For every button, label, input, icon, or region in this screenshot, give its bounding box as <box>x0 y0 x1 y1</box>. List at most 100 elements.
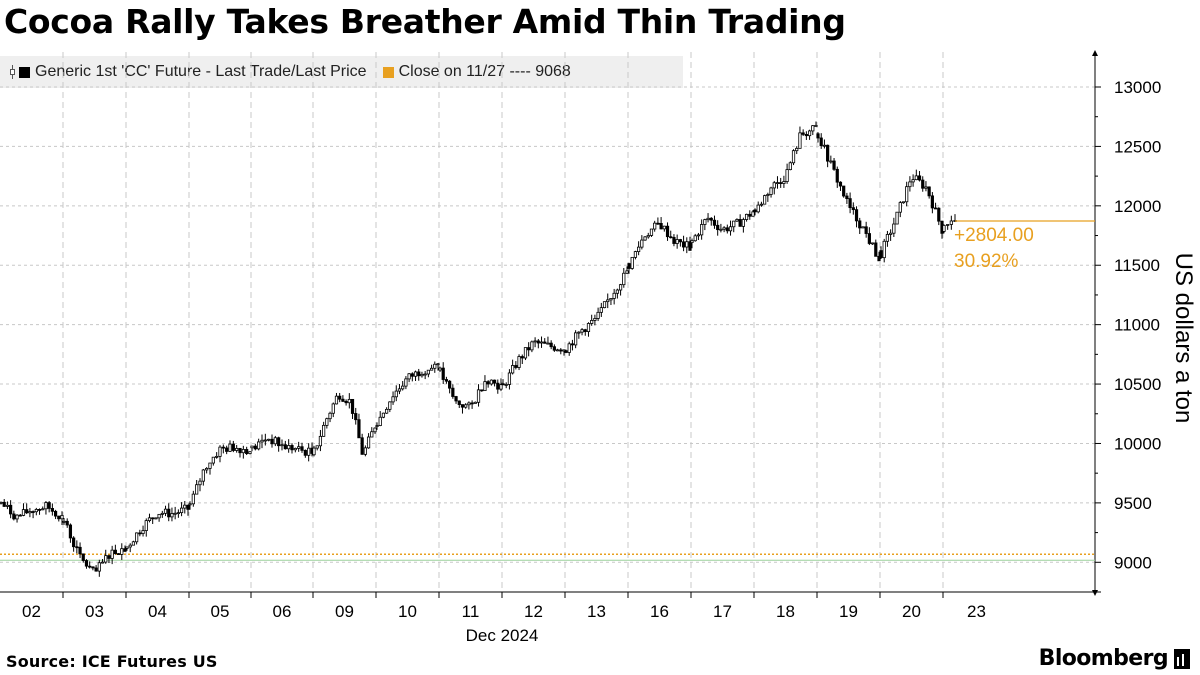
candle-body <box>235 447 239 451</box>
candle-body <box>738 219 742 227</box>
candle-body <box>499 384 503 390</box>
candle-body <box>492 379 497 384</box>
candle-body <box>263 439 267 442</box>
candle-body <box>454 396 458 402</box>
candle-body <box>215 455 219 458</box>
y-tick-label: 12500 <box>1114 137 1161 156</box>
candle-body <box>480 389 484 392</box>
candle-body <box>590 320 594 324</box>
candle-body <box>2 501 6 507</box>
candle-body <box>131 541 136 546</box>
candle-body <box>388 401 392 410</box>
candle-body <box>260 439 264 443</box>
candle-body <box>489 379 493 385</box>
candle-body <box>606 299 610 303</box>
candle-body <box>250 445 254 449</box>
y-tick-label: 11500 <box>1114 256 1160 275</box>
candle-body <box>630 256 634 269</box>
candle-body <box>612 292 616 299</box>
candle-body <box>100 561 105 564</box>
candle-body <box>816 133 820 139</box>
candle-body <box>672 237 676 244</box>
candle-body <box>633 251 638 258</box>
candle-body <box>141 530 145 534</box>
candle-body <box>622 272 626 286</box>
candle-body <box>921 179 925 189</box>
candle-body <box>373 427 377 433</box>
candle-body <box>678 239 682 243</box>
candle-body <box>78 546 82 555</box>
candle-body <box>874 242 878 257</box>
candle-body <box>97 562 101 572</box>
candle-body <box>307 447 311 456</box>
candle-body <box>191 493 195 505</box>
candle-body <box>253 445 257 450</box>
candle-body <box>905 186 909 203</box>
candle-body <box>338 395 342 400</box>
candle-body <box>144 520 148 531</box>
candle-body <box>785 169 789 182</box>
x-tick-label: 17 <box>713 602 732 621</box>
candle-body <box>804 133 808 137</box>
candle-body <box>552 346 556 351</box>
candle-body <box>297 446 301 449</box>
brand-logo: Bloomberg <box>1039 646 1190 671</box>
candle-body <box>486 381 490 385</box>
candle-body <box>34 509 38 513</box>
candle-body <box>681 241 686 248</box>
candle-body <box>574 332 578 346</box>
candle-body <box>241 449 245 454</box>
candle-body <box>44 502 48 510</box>
candle-body <box>41 508 45 511</box>
x-tick-label: 02 <box>22 602 41 621</box>
candle-body <box>312 447 316 456</box>
candle-body <box>270 438 274 445</box>
candle-body <box>870 242 875 245</box>
candle-body <box>567 343 571 353</box>
candle-body <box>646 235 650 238</box>
candle-body <box>949 220 953 225</box>
candle-body <box>147 517 152 522</box>
candle-body <box>861 226 865 229</box>
candle-body <box>656 222 660 225</box>
x-tick-label: 19 <box>839 602 858 621</box>
candle-body <box>867 233 871 244</box>
candle-body <box>391 396 395 403</box>
source-note: Source: ICE Futures US <box>6 652 218 671</box>
candle-body <box>530 341 534 351</box>
brand-wordmark: Bloomberg <box>1038 646 1169 671</box>
candle-body <box>602 301 607 309</box>
candle-body <box>163 508 168 514</box>
x-tick-label: 13 <box>587 602 606 621</box>
candle-body <box>25 509 29 514</box>
candlestick-icon <box>10 65 16 79</box>
candle-body <box>65 520 69 526</box>
candle-body <box>293 447 297 451</box>
candle-body <box>759 203 764 206</box>
candle-body <box>245 449 249 454</box>
candle-body <box>60 515 64 520</box>
candle-body <box>527 347 531 351</box>
candle-body <box>719 228 723 231</box>
candle-body <box>407 373 411 380</box>
candle-body <box>798 132 802 149</box>
candle-body <box>173 512 177 515</box>
x-tick-label: 16 <box>650 602 669 621</box>
candle-body <box>555 349 560 352</box>
candle-body <box>357 419 361 439</box>
candle-body <box>539 341 544 344</box>
candle-body <box>331 403 335 414</box>
candle-body <box>496 382 500 390</box>
candle-body <box>186 504 190 510</box>
candle-body <box>88 565 92 568</box>
candle-body <box>183 504 187 509</box>
candle-body <box>766 194 770 197</box>
change-percent-label: 30.92% <box>954 251 1019 272</box>
candle-body <box>318 435 323 447</box>
candle-body <box>50 508 54 512</box>
candle-body <box>283 444 287 450</box>
candle-body <box>523 347 528 359</box>
candle-body <box>908 181 912 188</box>
candle-body <box>637 246 641 252</box>
candle-body <box>586 323 591 332</box>
